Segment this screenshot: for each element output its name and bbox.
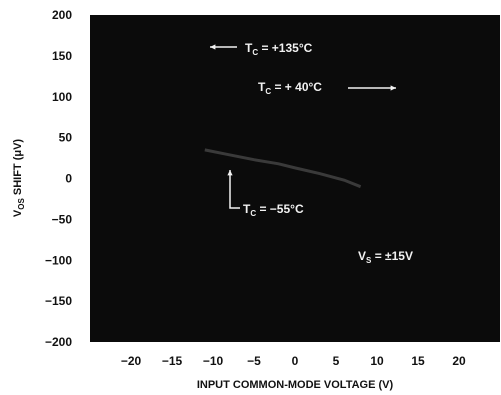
x-tick-label: −20 [121, 354, 142, 368]
y-tick-label: −200 [45, 335, 72, 349]
y-axis-title-subscript: OS [17, 198, 26, 210]
annotation-layer: TC = +135°C TC = + 40°C TC = −55°C VS = ±15… [210, 41, 413, 265]
x-axis: −20 −15 −10 −5 0 5 10 15 20 [121, 354, 466, 368]
x-tick-label: 10 [370, 354, 384, 368]
y-tick-label: 150 [52, 49, 72, 63]
y-tick-label: −100 [45, 253, 72, 267]
annotation-arrow [229, 170, 240, 209]
x-tick-label: 20 [452, 354, 466, 368]
y-axis-title-main: V [12, 209, 24, 217]
plot-area [90, 15, 500, 342]
x-tick-label: 0 [292, 354, 299, 368]
x-axis-title: INPUT COMMON-MODE VOLTAGE (V) [197, 379, 394, 391]
series-layer [204, 148, 362, 189]
y-tick-label: 100 [52, 90, 72, 104]
y-tick-label: 0 [65, 172, 72, 186]
series-line [204, 148, 362, 189]
y-axis: 200 150 100 50 0 −50 −100 −150 −200 [45, 8, 72, 349]
x-tick-label: 5 [333, 354, 340, 368]
annotation-arrowhead [227, 170, 233, 176]
annotation-arrowhead [390, 85, 396, 91]
x-tick-label: −5 [247, 354, 261, 368]
x-tick-label: −15 [162, 354, 183, 368]
annotation-label: VS = ±15V [358, 249, 413, 265]
y-tick-label: 50 [59, 131, 73, 145]
x-tick-label: 15 [411, 354, 425, 368]
annotation-arrowhead [210, 44, 216, 50]
x-tick-label: −10 [203, 354, 224, 368]
annotation-label: TC = +135°C [245, 41, 313, 57]
y-tick-label: 200 [52, 8, 72, 22]
y-axis-title: VOS SHIFT (μV) [12, 139, 26, 218]
y-tick-label: −50 [52, 212, 73, 226]
y-tick-label: −150 [45, 294, 72, 308]
annotation-label: TC = −55°C [243, 202, 304, 218]
y-axis-title-rest: SHIFT (μV) [12, 139, 24, 199]
annotation-label: TC = + 40°C [258, 80, 322, 96]
